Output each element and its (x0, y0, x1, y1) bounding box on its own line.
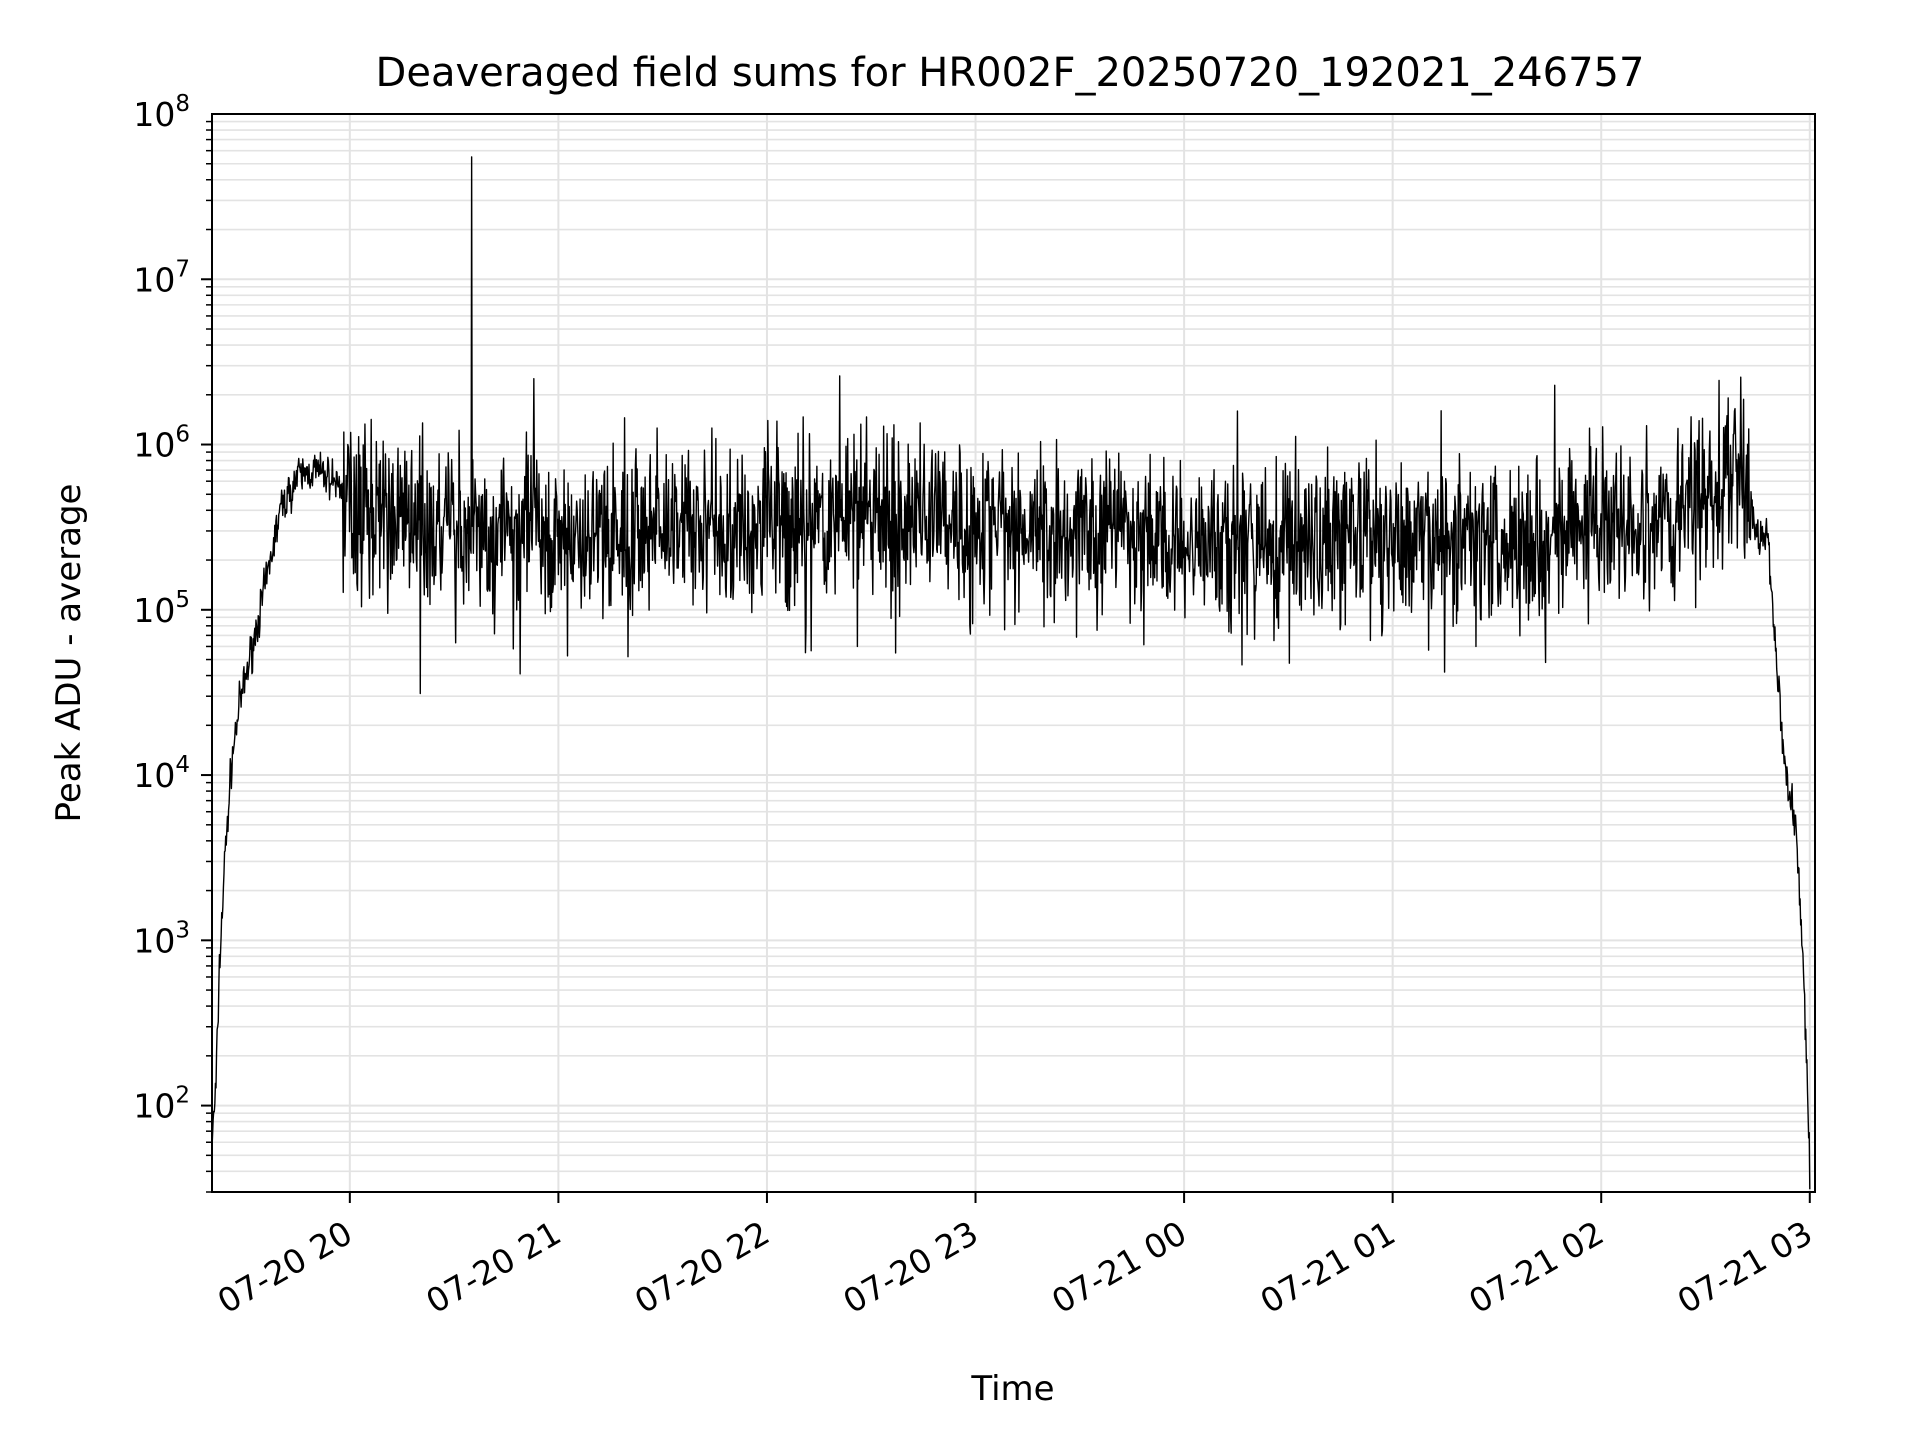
y-tick-base: 10 (133, 95, 175, 134)
y-tick-label: 107 (133, 256, 190, 299)
y-tick-exponent: 6 (175, 422, 190, 448)
y-tick-label: 103 (133, 917, 190, 960)
y-tick-exponent: 3 (175, 917, 190, 943)
y-tick-exponent: 7 (175, 256, 190, 282)
y-tick-base: 10 (133, 921, 175, 960)
y-tick-label: 105 (133, 587, 190, 630)
y-tick-exponent: 8 (175, 91, 190, 117)
y-tick-label: 106 (133, 422, 190, 465)
y-tick-label: 108 (133, 91, 190, 134)
x-axis-label: Time (970, 1369, 1054, 1409)
plot-area-frame (211, 113, 1816, 1193)
chart-title: Deaveraged field sums for HR002F_2025072… (376, 50, 1645, 96)
y-tick-base: 10 (133, 591, 175, 630)
y-tick-exponent: 5 (175, 587, 190, 613)
y-tick-exponent: 4 (175, 752, 190, 778)
y-tick-base: 10 (133, 1087, 175, 1126)
y-axis-label: Peak ADU - average (49, 484, 89, 823)
y-tick-base: 10 (133, 260, 175, 299)
y-tick-exponent: 2 (175, 1083, 190, 1109)
y-tick-label: 102 (133, 1083, 190, 1126)
y-tick-base: 10 (133, 426, 175, 465)
y-tick-label: 104 (133, 752, 190, 795)
y-tick-base: 10 (133, 756, 175, 795)
series-line-group (211, 156, 1811, 1190)
series-line (211, 156, 1811, 1190)
